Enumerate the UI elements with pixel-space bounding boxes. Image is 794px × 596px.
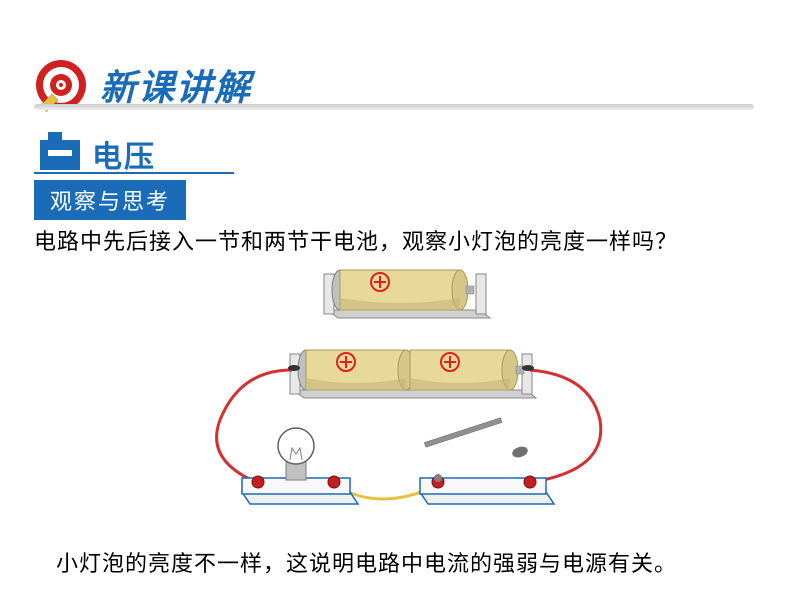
section-title: 电压	[92, 132, 156, 176]
battery-holder-double	[290, 350, 536, 398]
section-icon	[34, 128, 84, 177]
question-text: 电路中先后接入一节和两节干电池，观察小灯泡的亮度一样吗？	[34, 224, 678, 256]
subsection-label: 观察与思考	[34, 180, 186, 220]
battery-holder-single	[324, 270, 490, 318]
section-underline	[34, 172, 234, 174]
header-divider	[34, 104, 754, 110]
circuit-diagram	[180, 260, 620, 520]
bulb-component	[242, 428, 358, 504]
wire-red-left	[217, 370, 292, 482]
wire-red-right	[530, 370, 601, 482]
probe-tip	[522, 365, 534, 371]
probe-tip	[288, 365, 300, 371]
switch-component	[420, 418, 554, 504]
conclusion-text: 小灯泡的亮度不一样，这说明电路中电流的强弱与电源有关。	[56, 546, 677, 578]
